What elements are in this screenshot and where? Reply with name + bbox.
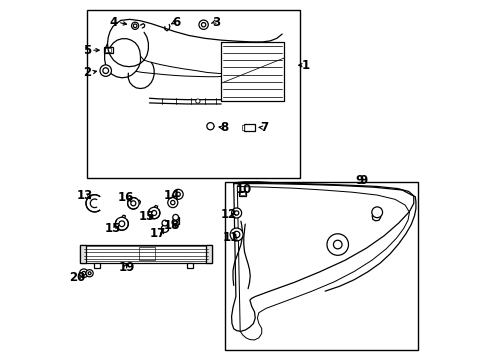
Bar	[240, 192, 244, 195]
Text: 10: 10	[235, 183, 251, 196]
Bar	[187, 263, 192, 267]
Bar	[224, 182, 418, 350]
Circle shape	[161, 225, 168, 232]
Bar	[241, 125, 244, 130]
Circle shape	[206, 123, 214, 130]
Text: 4: 4	[109, 16, 118, 29]
Circle shape	[167, 198, 178, 208]
Wedge shape	[97, 197, 104, 210]
Text: 9: 9	[359, 174, 367, 186]
Bar	[86, 10, 300, 178]
Bar	[104, 47, 112, 53]
Text: 18: 18	[163, 219, 180, 233]
Circle shape	[131, 22, 139, 30]
Text: 19: 19	[119, 261, 135, 274]
Bar	[162, 223, 167, 230]
Bar	[172, 217, 178, 224]
Circle shape	[148, 207, 160, 219]
Circle shape	[172, 219, 179, 226]
Circle shape	[170, 201, 175, 205]
Circle shape	[151, 211, 156, 216]
Circle shape	[82, 271, 85, 275]
Bar	[239, 192, 245, 196]
Circle shape	[172, 215, 178, 220]
Circle shape	[231, 208, 241, 218]
Text: 15: 15	[139, 210, 155, 223]
Bar	[205, 244, 212, 263]
Circle shape	[86, 270, 93, 277]
Bar	[94, 263, 100, 267]
Circle shape	[80, 269, 88, 278]
Bar	[139, 247, 155, 260]
Bar	[80, 244, 86, 263]
Bar	[244, 124, 255, 131]
Circle shape	[173, 189, 183, 199]
Text: 15: 15	[104, 222, 121, 235]
Circle shape	[90, 199, 99, 208]
Bar	[105, 48, 111, 51]
Text: 16: 16	[117, 192, 133, 204]
Circle shape	[199, 20, 208, 30]
Circle shape	[201, 23, 205, 27]
Text: 14: 14	[163, 189, 180, 202]
Circle shape	[234, 211, 238, 215]
Text: 7: 7	[260, 121, 268, 134]
Text: 1: 1	[302, 59, 309, 72]
Circle shape	[326, 234, 348, 255]
Circle shape	[233, 231, 239, 238]
Text: 5: 5	[82, 44, 91, 57]
Circle shape	[100, 65, 111, 76]
Circle shape	[102, 68, 108, 73]
Circle shape	[333, 240, 341, 249]
Bar	[80, 244, 212, 263]
Bar	[82, 246, 209, 261]
Circle shape	[131, 201, 136, 206]
Circle shape	[176, 192, 180, 197]
Circle shape	[195, 99, 200, 103]
Text: 6: 6	[172, 16, 180, 29]
Text: 2: 2	[83, 66, 91, 79]
Circle shape	[127, 198, 139, 209]
Circle shape	[115, 217, 128, 230]
Text: 11: 11	[223, 231, 239, 244]
Circle shape	[133, 24, 137, 28]
Circle shape	[86, 195, 103, 212]
Circle shape	[162, 220, 167, 226]
Circle shape	[371, 207, 382, 218]
Text: 3: 3	[211, 16, 220, 29]
Circle shape	[88, 272, 91, 275]
Text: 8: 8	[220, 121, 228, 134]
Text: 20: 20	[69, 271, 86, 284]
Text: 17: 17	[149, 226, 165, 239]
Circle shape	[230, 228, 243, 241]
Text: 9: 9	[354, 174, 363, 187]
Text: 12: 12	[220, 208, 236, 221]
Circle shape	[119, 221, 124, 226]
Text: 13: 13	[77, 189, 93, 202]
